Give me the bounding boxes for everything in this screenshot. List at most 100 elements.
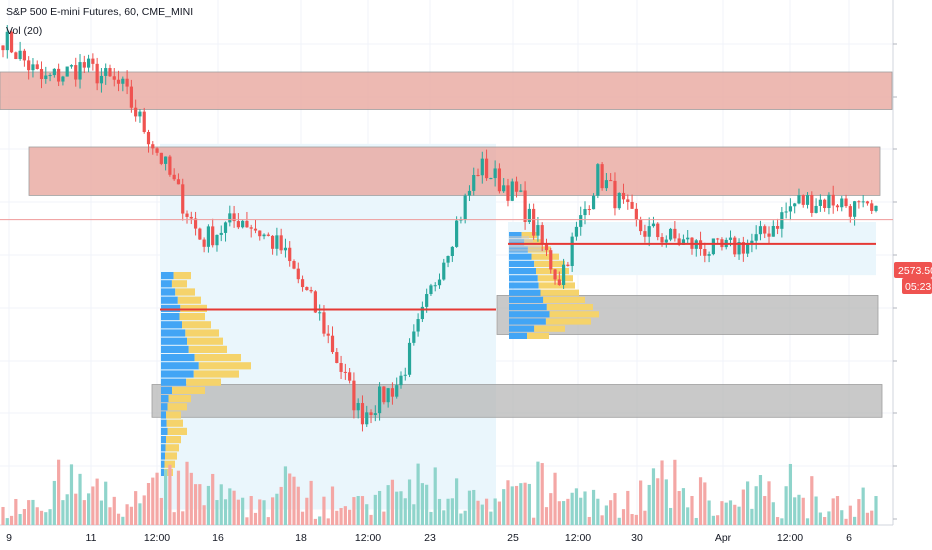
volume-bar <box>853 516 857 525</box>
volume-bar <box>801 497 805 525</box>
candle-body <box>215 234 219 246</box>
volume-profile-bar-faded <box>509 248 545 252</box>
volume-bar <box>27 500 31 525</box>
volume-bar <box>484 498 489 525</box>
candle-body <box>99 75 104 84</box>
volume-bar <box>112 496 116 525</box>
volume-bar <box>758 475 763 525</box>
volume-bar <box>18 514 22 525</box>
volume-bar <box>219 484 223 525</box>
volume-bar <box>497 501 502 525</box>
volume-bar <box>737 506 741 525</box>
candle-body <box>536 225 540 236</box>
volume-profile-bar-buy <box>161 337 188 345</box>
time-axis-label: 23 <box>424 532 436 544</box>
volume-profile-bar-buy <box>161 321 182 329</box>
volume-bar <box>399 491 403 525</box>
volume-profile-bar-buy <box>161 419 167 427</box>
volume-bar <box>57 459 61 525</box>
candle-body <box>236 221 240 228</box>
candle-body <box>377 386 382 414</box>
volume-bar <box>69 464 74 525</box>
volume-bar <box>523 482 527 525</box>
candle-body <box>844 198 848 207</box>
volume-bar <box>579 497 583 525</box>
candle-body <box>176 179 181 185</box>
candle-body <box>660 237 664 243</box>
candle-body <box>335 352 339 363</box>
volume-bar <box>52 480 56 525</box>
volume-bar <box>532 517 536 525</box>
volume-bar <box>698 477 703 525</box>
candle-body <box>651 223 656 227</box>
volume-bar <box>373 494 377 525</box>
candle-body <box>300 279 305 288</box>
volume-profile-bar-sell <box>546 304 593 311</box>
candle-body <box>31 64 35 71</box>
candle-body <box>159 152 163 164</box>
candle-body <box>540 225 544 245</box>
candle-body <box>566 264 570 267</box>
candle-body <box>155 148 159 153</box>
volume-profile-bar-buy <box>509 289 541 296</box>
volume-bar <box>121 516 125 525</box>
candle-body <box>472 175 476 191</box>
candle-body <box>775 225 780 229</box>
candle-body <box>831 194 835 206</box>
candle-body <box>202 239 206 247</box>
candle-body <box>52 68 56 76</box>
volume-layer <box>1 459 878 525</box>
volume-bar <box>690 496 694 525</box>
candle-body <box>65 66 69 77</box>
volume-bar <box>206 485 211 525</box>
volume-bar <box>300 511 305 525</box>
volume-profile-bar-buy <box>509 282 539 289</box>
candle-body <box>228 213 232 223</box>
candle-body <box>164 156 168 164</box>
candle-body <box>395 385 399 397</box>
volume-bar <box>425 484 429 525</box>
candle-body <box>27 60 31 71</box>
volume-bar <box>634 514 638 525</box>
candle-body <box>527 208 531 222</box>
candle-body <box>763 226 767 234</box>
volume-bar <box>395 491 399 525</box>
volume-bar <box>566 498 570 525</box>
volume-bar <box>562 501 566 525</box>
candle-body <box>450 246 454 257</box>
candle-body <box>108 68 112 77</box>
volume-bar <box>763 496 767 525</box>
candle-body <box>318 312 322 314</box>
volume-bar <box>643 510 647 525</box>
volume-profile-bar-buy <box>161 460 165 468</box>
volume-profile-bar-sell <box>172 386 205 394</box>
candle-body <box>711 238 715 255</box>
candle-body <box>621 192 626 200</box>
volume-profile-bar-sell <box>187 337 223 345</box>
candle-body <box>562 264 566 286</box>
candle-body <box>95 63 99 84</box>
volume-profile-bar-sell <box>167 427 187 435</box>
volume-profile-bar-sell <box>173 272 191 280</box>
volume-bar <box>720 501 724 525</box>
volume-bar <box>99 500 104 525</box>
candle-body <box>121 78 125 84</box>
candle-body <box>74 65 78 80</box>
volume-profile-bar-buy <box>509 325 535 332</box>
chart-title: S&P 500 E-mini Futures, 60, CME_MINI <box>6 6 193 18</box>
volume-profile-bar-sell <box>198 362 251 370</box>
volume-bar <box>35 507 39 525</box>
candle-body <box>189 216 193 219</box>
volume-bar <box>716 515 720 525</box>
volume-bar <box>626 490 630 525</box>
volume-bar <box>570 492 574 525</box>
candle-body <box>249 227 253 229</box>
volume-bar <box>660 460 664 525</box>
volume-profile-bar-buy <box>161 411 166 419</box>
volume-bar <box>463 510 467 525</box>
volume-profile-bar-sell <box>166 411 181 419</box>
volume-profile-bar-buy <box>161 345 189 353</box>
volume-bar <box>377 490 382 525</box>
candle-body <box>442 262 446 280</box>
